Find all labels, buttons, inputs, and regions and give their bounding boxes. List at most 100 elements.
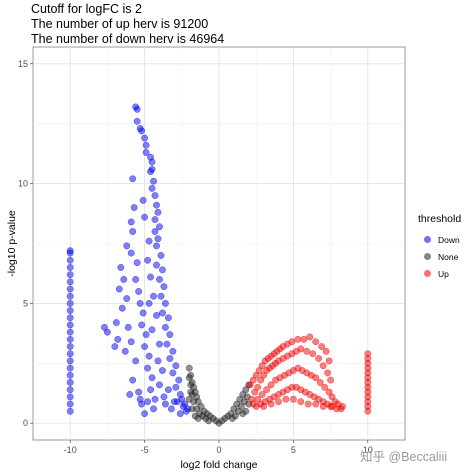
data-point-none: [188, 391, 196, 398]
data-point-down: [66, 371, 74, 379]
data-point-down: [66, 328, 74, 336]
watermark: 知乎 @Beccaliii: [360, 450, 448, 464]
data-point-down: [132, 275, 140, 283]
data-point-up: [339, 403, 346, 410]
data-point-down: [139, 309, 147, 317]
data-point-up: [315, 355, 323, 362]
data-point-none: [185, 364, 193, 372]
data-point-down: [159, 309, 166, 317]
data-point-up: [275, 398, 282, 406]
data-point-down: [141, 134, 149, 142]
data-point-down: [172, 383, 180, 391]
data-point-down: [156, 340, 163, 348]
data-point-up: [316, 379, 324, 386]
data-point-down: [166, 355, 174, 362]
data-point-up: [300, 335, 308, 343]
y-axis-label: -log10 p-value: [6, 210, 18, 277]
data-point-down: [127, 249, 135, 257]
legend-swatch-none: [424, 253, 431, 260]
data-point-down: [153, 201, 160, 209]
data-point-down: [161, 299, 169, 307]
data-point-up: [267, 381, 275, 389]
data-point-up: [319, 362, 327, 370]
data-point-down: [66, 343, 74, 350]
legend: threshold Down None Up: [418, 213, 461, 282]
x-axis-label: log2 fold change: [180, 459, 257, 471]
data-point-down: [142, 331, 150, 339]
data-point-down: [154, 357, 162, 365]
data-point-down: [142, 141, 150, 149]
data-point-down: [161, 323, 169, 331]
data-point-down: [66, 264, 74, 271]
x-axis-ticks: -10 -5 0 5 10: [64, 440, 373, 455]
data-point-down: [66, 307, 74, 315]
data-point-down: [115, 285, 123, 293]
chart-title: Cutoff for logFC is 2 The number of up h…: [31, 2, 224, 47]
data-point-down: [129, 376, 137, 384]
data-point-up: [303, 347, 311, 355]
data-point-down: [136, 299, 144, 307]
y-tick-label: 5: [23, 298, 28, 308]
data-point-down: [164, 314, 172, 322]
data-point-down: [138, 127, 146, 135]
data-point-down: [66, 285, 74, 293]
data-point-down: [157, 252, 165, 259]
data-point-down: [66, 292, 74, 300]
data-point-up: [325, 357, 333, 365]
data-point-down: [144, 364, 152, 372]
data-point-down: [151, 395, 159, 403]
data-point-down: [147, 168, 155, 176]
data-point-down: [121, 347, 129, 355]
data-point-down: [66, 379, 74, 386]
y-tick-label: 15: [18, 59, 28, 69]
data-point-down: [153, 242, 160, 250]
data-point-none: [185, 374, 193, 382]
data-point-up: [282, 395, 290, 403]
data-point-down: [111, 343, 119, 350]
data-point-down: [66, 357, 74, 365]
data-point-up: [312, 374, 320, 382]
data-point-up: [254, 383, 262, 391]
data-point-down: [163, 340, 171, 348]
legend-swatch-down: [424, 236, 431, 243]
data-point-up: [312, 400, 320, 408]
data-point-down: [169, 369, 177, 377]
data-point-down: [66, 350, 74, 358]
data-point-down: [141, 343, 149, 350]
data-point-down: [156, 381, 163, 389]
data-point-down: [139, 196, 147, 204]
data-point-down: [170, 398, 178, 406]
data-point-up: [327, 403, 335, 410]
data-point-down: [167, 405, 175, 413]
data-point-none: [205, 417, 213, 425]
data-point-down: [145, 299, 153, 307]
data-point-down: [136, 395, 144, 403]
data-point-up: [309, 350, 317, 358]
data-point-up: [297, 345, 305, 353]
data-point-up: [318, 343, 326, 350]
x-tick-label: 0: [216, 445, 221, 455]
data-point-down: [175, 376, 183, 384]
data-point-down: [66, 386, 74, 394]
data-point-down: [120, 275, 128, 283]
data-point-up: [289, 395, 297, 403]
data-point-down: [144, 398, 152, 406]
data-point-down: [133, 259, 141, 267]
data-point-down: [123, 295, 131, 303]
data-point-down: [66, 335, 74, 343]
data-point-up: [267, 400, 275, 408]
data-point-down: [130, 204, 138, 212]
legend-title: threshold: [418, 213, 462, 225]
x-tick-label: 10: [363, 445, 373, 455]
data-point-down: [154, 208, 162, 216]
data-point-up: [306, 333, 314, 341]
data-point-down: [66, 299, 74, 307]
data-point-down: [159, 367, 166, 374]
x-tick-label: -5: [141, 445, 149, 455]
y-tick-label: 0: [23, 418, 28, 428]
data-point-up: [288, 338, 296, 346]
data-point-down: [117, 264, 125, 271]
data-point-down: [118, 304, 126, 312]
data-point-down: [127, 338, 135, 346]
